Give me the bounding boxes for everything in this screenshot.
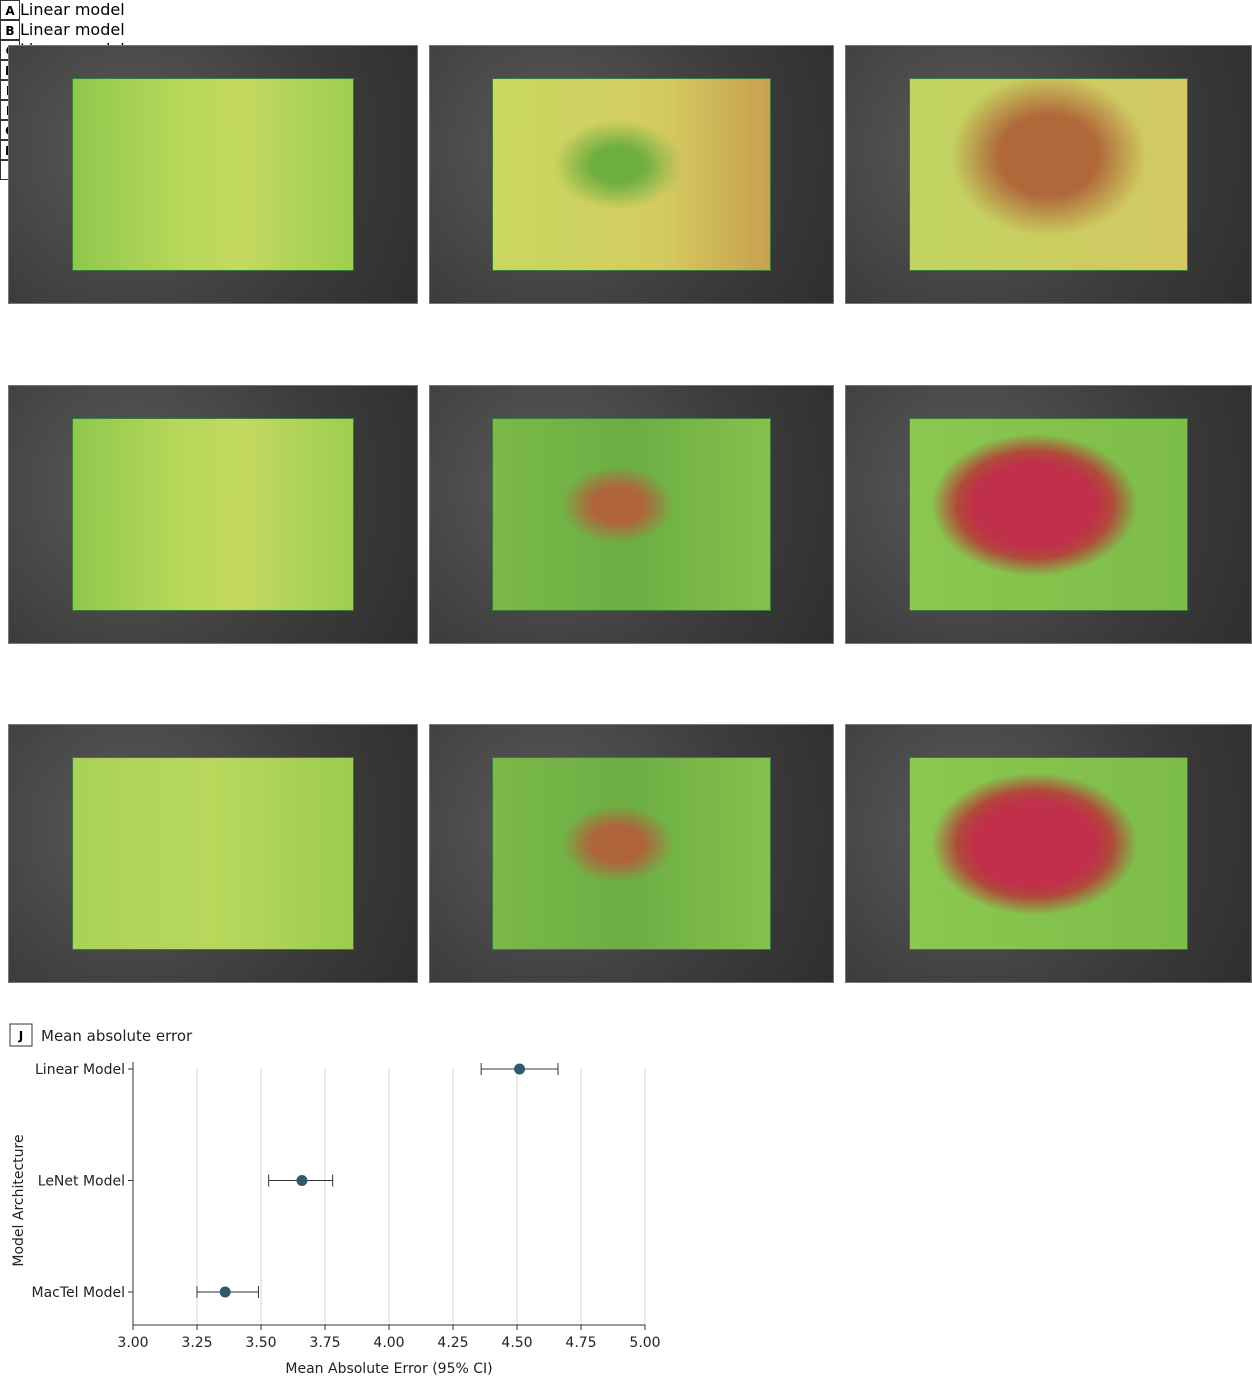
x-tick-label: 4.25 <box>437 1335 468 1351</box>
x-tick-label: 3.50 <box>245 1335 276 1351</box>
y-tick-label: MacTel Model <box>31 1285 125 1301</box>
panel-label: Linear model <box>20 0 125 19</box>
fundus-image <box>429 724 834 983</box>
fundus-image <box>8 724 418 983</box>
point-estimate <box>514 1064 525 1075</box>
fundus-image <box>845 724 1252 983</box>
heatmap-overlay <box>909 78 1188 271</box>
x-tick-label: 3.00 <box>117 1335 148 1351</box>
heatmap-overlay <box>72 78 354 271</box>
page: {"panels": [ {"letter": "A", "title": "L… <box>0 0 1252 1380</box>
fundus-image <box>8 45 418 304</box>
panel-letter: A <box>0 0 20 20</box>
x-tick-label: 3.75 <box>309 1335 340 1351</box>
x-tick-label: 3.25 <box>181 1335 212 1351</box>
x-tick-label: 4.00 <box>373 1335 404 1351</box>
fundus-image <box>8 385 418 644</box>
panel-letter: B <box>0 20 20 40</box>
x-tick-label: 4.75 <box>565 1335 596 1351</box>
heatmap-overlay <box>72 757 354 950</box>
heatmap-overlay <box>72 418 354 611</box>
panel-label: Linear model <box>20 20 125 39</box>
forest-plot: J Mean absolute error 3.00 3.25 3.50 3.75 4.00… <box>0 1000 700 1380</box>
heatmap-overlay <box>909 418 1188 611</box>
y-tick-label: LeNet Model <box>38 1174 125 1190</box>
point-estimate <box>296 1175 307 1186</box>
panel-letter: J <box>18 1029 23 1043</box>
x-axis-label: Mean Absolute Error (95% CI) <box>285 1361 492 1377</box>
fundus-image <box>429 385 834 644</box>
heatmap-overlay <box>909 757 1188 950</box>
x-tick-label: 5.00 <box>629 1335 660 1351</box>
y-axis-label: Model Architecture <box>11 1134 27 1266</box>
heatmap-overlay <box>492 418 770 611</box>
heatmap-overlay <box>492 78 770 271</box>
fundus-image <box>845 45 1252 304</box>
x-tick-label: 4.50 <box>501 1335 532 1351</box>
y-tick-label: Linear Model <box>35 1062 125 1078</box>
heatmap-overlay <box>492 757 770 950</box>
fundus-image <box>845 385 1252 644</box>
chart-title: Mean absolute error <box>41 1027 193 1045</box>
point-estimate <box>220 1287 231 1298</box>
fundus-image <box>429 45 834 304</box>
